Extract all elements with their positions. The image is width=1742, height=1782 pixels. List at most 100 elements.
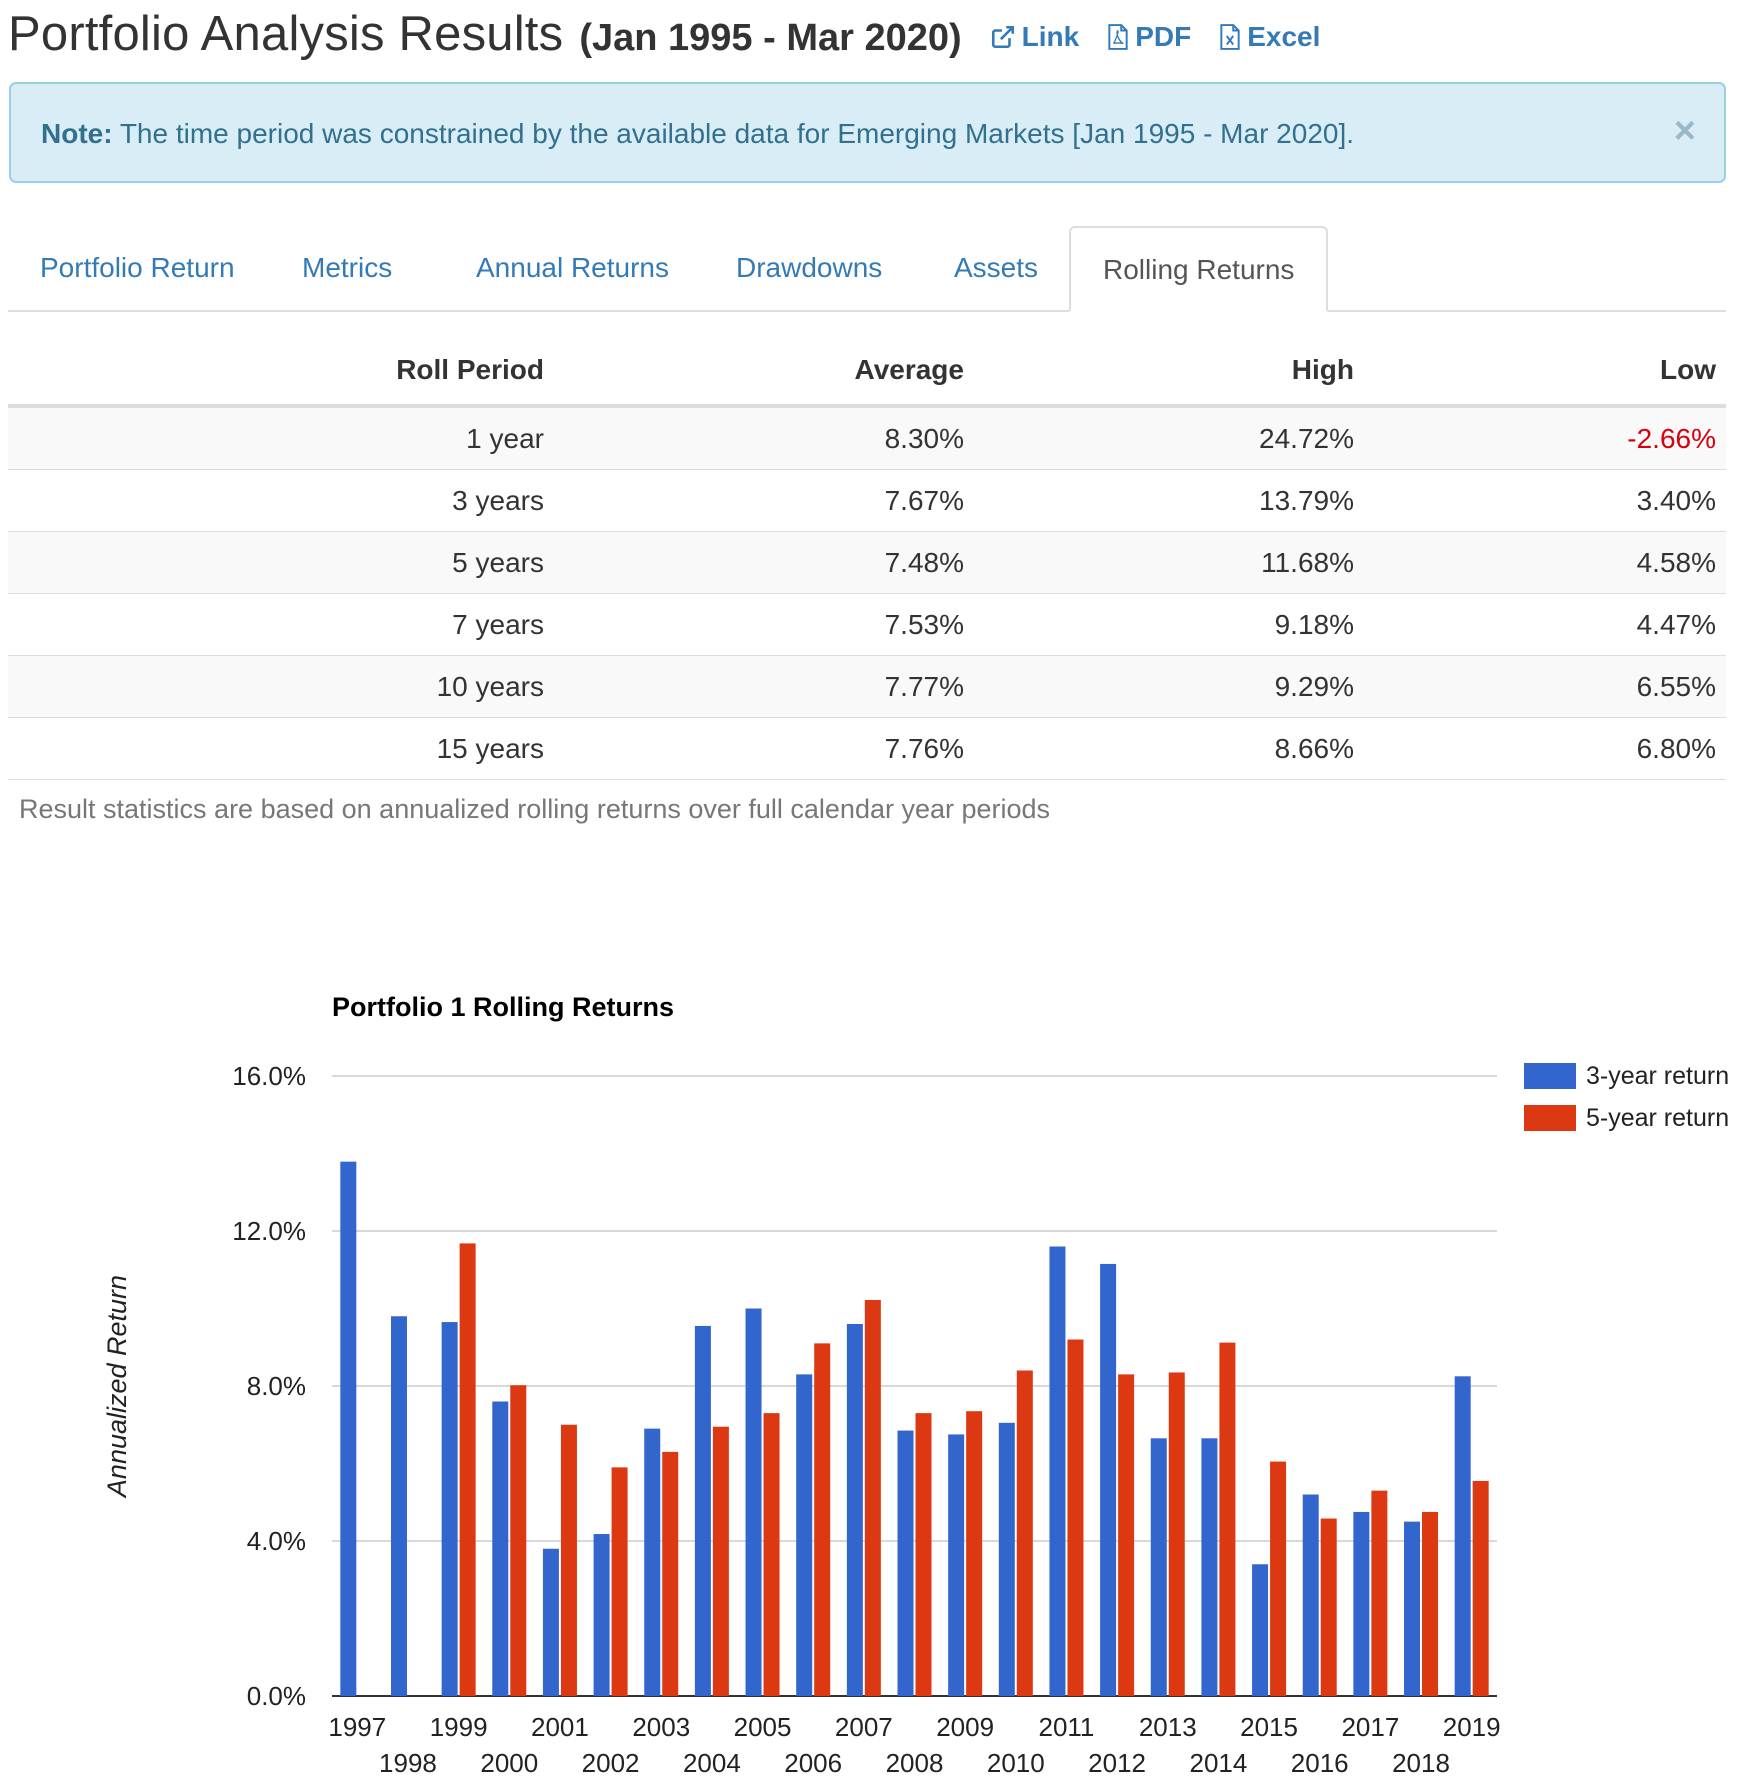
x-tick-label: 2012 [1088, 1748, 1146, 1778]
bar-5-year [763, 1413, 780, 1696]
link-button[interactable]: Link [990, 21, 1079, 53]
x-tick-label: 2006 [784, 1748, 842, 1778]
legend-swatch [1524, 1105, 1576, 1131]
cell-low: 6.80% [1364, 717, 1726, 780]
x-tick-label: 2016 [1291, 1748, 1349, 1778]
table-header-row: Roll Period Average High Low [8, 336, 1726, 408]
x-tick-label: 2009 [936, 1712, 994, 1742]
cell-roll-period: 7 years [8, 593, 554, 656]
table-row: 15 years 7.76% 8.66% 6.80% [8, 717, 1726, 780]
cell-roll-period: 1 year [8, 405, 554, 470]
x-tick-label: 2019 [1443, 1712, 1501, 1742]
bar-3-year [745, 1308, 762, 1696]
bar-5-year [814, 1343, 831, 1696]
legend-label: 5-year return [1586, 1104, 1729, 1132]
x-tick-label: 2015 [1240, 1712, 1298, 1742]
x-tick-label: 2008 [886, 1748, 944, 1778]
note-text: The time period was constrained by the a… [112, 118, 1355, 149]
bar-5-year [966, 1411, 983, 1696]
y-axis-title: Annualized Return [102, 1275, 132, 1499]
y-tick-label: 16.0% [232, 1061, 306, 1091]
y-tick-label: 0.0% [247, 1681, 306, 1711]
cell-high: 24.72% [974, 405, 1364, 470]
cell-high: 11.68% [974, 531, 1364, 594]
x-tick-label: 2010 [987, 1748, 1045, 1778]
bar-5-year [712, 1426, 729, 1696]
bar-5-year [459, 1243, 476, 1696]
cell-low: 3.40% [1364, 469, 1726, 532]
results-tabs: Portfolio Return Metrics Annual Returns … [8, 226, 1726, 312]
bar-3-year [948, 1434, 965, 1696]
bar-5-year [1270, 1461, 1287, 1696]
cell-high: 9.18% [974, 593, 1364, 656]
x-tick-label: 1998 [379, 1748, 437, 1778]
table-row: 7 years 7.53% 9.18% 4.47% [8, 593, 1726, 656]
header-roll-period[interactable]: Roll Period [8, 336, 554, 408]
x-tick-label: 2011 [1038, 1712, 1094, 1742]
y-tick-label: 4.0% [247, 1526, 306, 1556]
bar-3-year [593, 1534, 610, 1696]
x-tick-label: 1999 [430, 1712, 488, 1742]
rolling-returns-chart: Portfolio 1 Rolling Returns 0.0% 4.0% 8.0% 1… [0, 980, 1742, 1782]
pdf-button[interactable]: PDF [1107, 21, 1191, 53]
close-icon[interactable]: × [1673, 110, 1696, 152]
cell-low: -2.66% [1364, 405, 1726, 470]
cell-average: 7.67% [554, 469, 974, 532]
excel-file-icon [1220, 24, 1240, 50]
excel-button[interactable]: Excel [1219, 21, 1320, 53]
bar-3-year [1201, 1438, 1218, 1696]
note-alert: Note: The time period was constrained by… [9, 82, 1726, 183]
bar-5-year [1016, 1370, 1033, 1696]
page-title: Portfolio Analysis Results [8, 7, 564, 61]
bar-3-year [644, 1428, 661, 1696]
bar-5-year [1371, 1490, 1388, 1696]
cell-average: 8.30% [554, 405, 974, 470]
bar-3-year [1454, 1376, 1471, 1696]
bar-5-year [864, 1299, 881, 1696]
x-tick-label: 2017 [1341, 1712, 1399, 1742]
page-header: Portfolio Analysis Results (Jan 1995 - M… [8, 6, 1320, 66]
bar-3-year [1150, 1438, 1167, 1696]
bar-5-year [1320, 1518, 1337, 1696]
excel-label: Excel [1247, 21, 1321, 52]
table-row: 10 years 7.77% 9.29% 6.55% [8, 655, 1726, 718]
bar-5-year [1168, 1372, 1185, 1696]
cell-high: 9.29% [974, 655, 1364, 718]
cell-low: 4.47% [1364, 593, 1726, 656]
header-low[interactable]: Low [1364, 336, 1726, 408]
bar-5-year [611, 1467, 628, 1696]
x-tick-label: 2004 [683, 1748, 741, 1778]
table-row: 1 year 8.30% 24.72% -2.66% [8, 405, 1726, 470]
table-row: 3 years 7.67% 13.79% 3.40% [8, 469, 1726, 532]
tab-portfolio-return[interactable]: Portfolio Return [40, 252, 235, 283]
external-link-icon [991, 25, 1014, 49]
bar-5-year [560, 1424, 577, 1696]
rolling-returns-table: Roll Period Average High Low 1 year 8.30… [8, 336, 1726, 780]
bar-3-year [1353, 1511, 1370, 1696]
tab-rolling-returns[interactable]: Rolling Returns [1069, 226, 1329, 312]
tab-annual-returns[interactable]: Annual Returns [476, 252, 670, 283]
header-high[interactable]: High [974, 336, 1364, 408]
bar-3-year [897, 1430, 914, 1696]
cell-average: 7.53% [554, 593, 974, 656]
cell-roll-period: 10 years [8, 655, 554, 718]
y-tick-label: 12.0% [232, 1216, 306, 1246]
bar-3-year [846, 1324, 863, 1696]
x-tick-label: 2007 [835, 1712, 893, 1742]
bar-3-year [1049, 1246, 1066, 1696]
header-average[interactable]: Average [554, 336, 974, 408]
bar-3-year [998, 1422, 1015, 1696]
x-tick-label: 2003 [632, 1712, 690, 1742]
tab-metrics[interactable]: Metrics [302, 252, 393, 283]
bar-3-year [492, 1401, 509, 1696]
bar-3-year [340, 1161, 357, 1696]
chart-svg: Portfolio 1 Rolling Returns 0.0% 4.0% 8.0% 1… [102, 992, 1729, 1778]
pdf-file-icon [1108, 24, 1128, 50]
tab-assets[interactable]: Assets [954, 252, 1039, 283]
x-tick-label: 2001 [531, 1712, 589, 1742]
tab-drawdowns[interactable]: Drawdowns [736, 252, 883, 283]
bar-3-year [1302, 1494, 1319, 1696]
bar-5-year [1067, 1339, 1084, 1696]
cell-roll-period: 15 years [8, 717, 554, 780]
bar-3-year [796, 1374, 813, 1696]
